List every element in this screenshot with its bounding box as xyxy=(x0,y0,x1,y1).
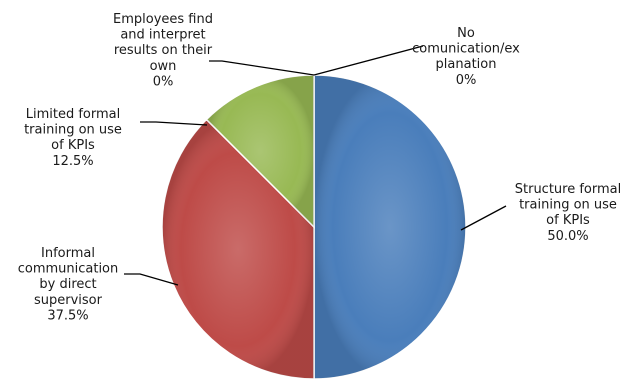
slice-label-line: of KPIs xyxy=(546,213,590,228)
slice-label-informal-communication-by-direct-supervi: Informal communication by direct supervisor… xyxy=(18,246,119,323)
slice-label-line: training on use xyxy=(24,123,122,138)
slice-label-structure-formal-training-on-use-of-kpis: Structure formal training on use of KPIs 50… xyxy=(515,182,622,244)
slice-label-line: results on their xyxy=(114,43,213,58)
leader-line-structure-formal-training-on-use-of-kpis xyxy=(460,205,507,231)
slice-percent: 37.5% xyxy=(47,308,88,323)
slice-labels: Structure formal training on use of KPIs 50… xyxy=(18,12,622,323)
slice-label-line: training on use xyxy=(519,198,617,213)
slice-label-line: No xyxy=(457,26,475,41)
slice-label-no-comunication-ex-planation: No comunication/ex planation 0% xyxy=(412,26,520,88)
slice-label-limited-formal-training-on-use-of-kpis: Limited formal training on use of KPIs 12.5… xyxy=(24,107,122,169)
leader-line-limited-formal-training-on-use-of-kpis xyxy=(140,121,208,126)
pie-slice-shading xyxy=(314,75,466,379)
leader-lines xyxy=(124,45,507,286)
slice-percent: 50.0% xyxy=(547,229,588,244)
slice-label-line: Informal xyxy=(41,246,95,261)
slice-label-line: Limited formal xyxy=(26,107,121,122)
slice-label-line: communication xyxy=(18,262,119,277)
leader-line-informal-communication-by-direct-supervi xyxy=(124,273,179,286)
slice-label-line: own xyxy=(150,59,177,74)
pie-slice-shading xyxy=(162,119,314,379)
slice-label-line: by direct xyxy=(39,277,96,292)
slice-label-employees-find-and-interpret-results-on-: Employees find and interpret results on th… xyxy=(113,12,213,89)
slice-label-line: and interpret xyxy=(120,28,205,43)
slice-label-line: Structure formal xyxy=(515,182,622,197)
slice-percent: 0% xyxy=(456,73,477,88)
slice-label-line: Employees find xyxy=(113,12,213,27)
slice-percent: 12.5% xyxy=(52,154,93,169)
leader-line-employees-find-and-interpret-results-on- xyxy=(209,60,315,76)
leader-line-no-comunication-ex-planation xyxy=(313,45,424,76)
pie-slices xyxy=(161,74,467,380)
slice-label-line: comunication/ex xyxy=(412,42,520,57)
slice-label-line: supervisor xyxy=(34,293,103,308)
pie-slice-shading xyxy=(206,75,314,227)
slice-percent: 0% xyxy=(153,74,174,89)
slice-label-line: planation xyxy=(436,57,497,72)
slice-label-line: of KPIs xyxy=(51,138,95,153)
